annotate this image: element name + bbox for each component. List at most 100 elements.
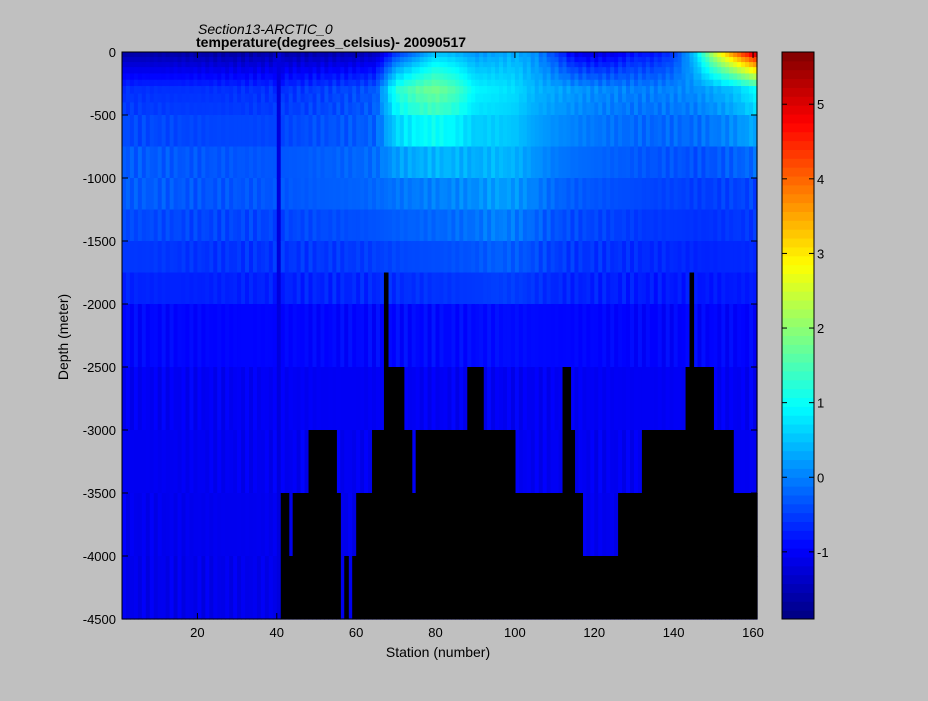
heatmap-cell [372, 241, 377, 274]
seafloor-cell [721, 430, 726, 619]
heatmap-cell [276, 115, 282, 148]
heatmap-cell [387, 272, 393, 305]
heatmap-cell [614, 62, 619, 68]
heatmap-cell [586, 209, 591, 242]
heatmap-cell [221, 57, 226, 63]
heatmap-cell [499, 367, 504, 431]
heatmap-cell [514, 178, 520, 211]
heatmap-cell [574, 272, 580, 305]
heatmap-cell [598, 115, 603, 148]
heatmap-cell [514, 272, 520, 305]
heatmap-cell [272, 73, 278, 81]
heatmap-cell [332, 67, 337, 75]
heatmap-cell [209, 493, 214, 557]
heatmap-cell [423, 73, 429, 81]
heatmap-cell [737, 209, 742, 242]
heatmap-cell [129, 62, 135, 68]
heatmap-cell [586, 62, 591, 68]
y-tick-label: 0 [109, 45, 116, 60]
heatmap-cell [681, 93, 687, 103]
heatmap-cell [661, 52, 667, 58]
heatmap-cell [693, 272, 699, 305]
heatmap-cell [566, 272, 572, 305]
heatmap-cell [379, 146, 385, 179]
heatmap-cell [626, 57, 631, 63]
heatmap-cell [245, 93, 250, 103]
heatmap-cell [483, 209, 488, 242]
heatmap-cell [510, 67, 516, 75]
seafloor-cell [419, 430, 425, 619]
heatmap-cell [705, 304, 710, 368]
heatmap-cell [455, 79, 460, 87]
heatmap-cell [364, 86, 369, 95]
heatmap-cell [487, 62, 492, 68]
heatmap-cell [153, 493, 159, 557]
heatmap-cell [717, 86, 722, 95]
seafloor-cell [280, 493, 286, 619]
colorbar-swatch [782, 592, 814, 602]
heatmap-cell [753, 73, 758, 81]
heatmap-cell [280, 102, 286, 116]
heatmap-cell [641, 73, 647, 81]
colorbar-swatch [782, 362, 814, 372]
heatmap-cell [348, 304, 353, 368]
heatmap-cell [249, 209, 254, 242]
heatmap-cell [435, 86, 441, 95]
heatmap-cell [578, 79, 583, 87]
heatmap-cell [324, 73, 329, 81]
heatmap-cell [427, 79, 433, 87]
heatmap-cell [141, 115, 147, 148]
heatmap-cell [749, 146, 754, 179]
heatmap-cell [241, 493, 246, 557]
heatmap-cell [264, 178, 270, 211]
heatmap-cell [252, 86, 258, 95]
heatmap-cell [709, 209, 714, 242]
heatmap-cell [177, 102, 183, 116]
heatmap-cell [733, 52, 738, 58]
heatmap-cell [439, 62, 445, 68]
heatmap-cell [395, 115, 401, 148]
heatmap-cell [713, 304, 718, 368]
colorbar-frame [781, 51, 815, 620]
heatmap-cell [185, 272, 191, 305]
heatmap-cell [586, 79, 591, 87]
heatmap-cell [475, 102, 480, 116]
heatmap-cell [292, 102, 298, 116]
heatmap-cell [213, 62, 218, 68]
heatmap-cell [399, 115, 405, 148]
heatmap-cell [503, 57, 508, 63]
heatmap-cell [534, 79, 540, 87]
heatmap-cell [193, 209, 199, 242]
heatmap-cell [256, 304, 262, 368]
heatmap-cell [324, 86, 329, 95]
heatmap-cell [360, 86, 365, 95]
heatmap-cell [542, 73, 548, 81]
heatmap-cell [455, 86, 460, 95]
colorbar-swatch [782, 282, 814, 292]
heatmap-cell [308, 62, 314, 68]
heatmap-cell [415, 367, 421, 431]
heatmap-cell [467, 146, 472, 179]
heatmap-cell [348, 67, 353, 75]
heatmap-cell [201, 57, 206, 63]
heatmap-cell [745, 86, 750, 95]
heatmap-cell [383, 86, 389, 95]
heatmap-cell [165, 430, 171, 494]
heatmap-cell [685, 93, 691, 103]
y-tick-label: -1500 [83, 234, 116, 249]
heatmap-cell [197, 52, 202, 58]
heatmap-cell [495, 146, 500, 179]
heatmap-cell [499, 62, 504, 68]
heatmap-cell [411, 304, 417, 368]
heatmap-cell [288, 62, 294, 68]
heatmap-cell [626, 367, 631, 431]
heatmap-cell [630, 178, 635, 211]
heatmap-cell [383, 178, 389, 211]
heatmap-cell [483, 93, 488, 103]
heatmap-cell [205, 86, 210, 95]
heatmap-cell [415, 209, 421, 242]
heatmap-cell [749, 430, 754, 494]
heatmap-cell [403, 209, 409, 242]
heatmap-cell [308, 79, 314, 87]
heatmap-cell [229, 146, 234, 179]
